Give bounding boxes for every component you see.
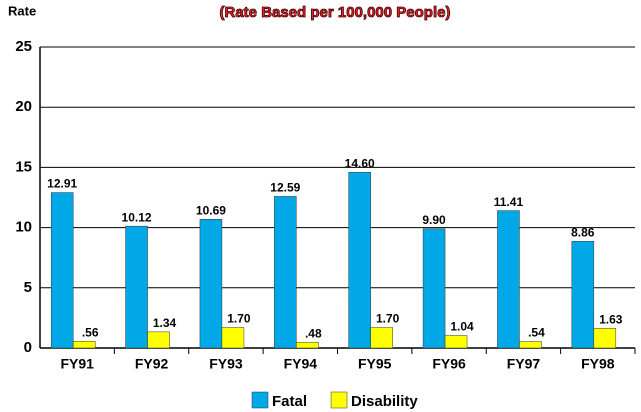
value-label: 1.70 bbox=[227, 312, 251, 326]
x-tick-label: FY97 bbox=[507, 356, 541, 372]
y-tick-label: 25 bbox=[15, 38, 32, 55]
value-label: 10.69 bbox=[196, 203, 226, 217]
bar bbox=[274, 196, 297, 349]
bar bbox=[50, 192, 74, 349]
legend-label: Fatal bbox=[272, 393, 307, 410]
value-label: .54 bbox=[528, 326, 545, 340]
y-tick-label: 10 bbox=[15, 219, 32, 236]
value-label: 1.63 bbox=[599, 313, 623, 327]
bar bbox=[296, 341, 319, 349]
x-tick-label: FY94 bbox=[284, 356, 318, 372]
value-label: 1.70 bbox=[376, 312, 400, 326]
x-tick-label: FY92 bbox=[135, 356, 169, 372]
y-tick-label: 15 bbox=[15, 158, 32, 175]
chart-subtitle: (Rate Based per 100,000 People) bbox=[220, 4, 451, 21]
x-tick-label: FY96 bbox=[432, 356, 466, 372]
value-label: 10.12 bbox=[122, 210, 152, 224]
legend-swatch bbox=[251, 391, 269, 409]
bar bbox=[199, 219, 223, 349]
value-label: 9.90 bbox=[422, 213, 446, 227]
y-tick-label: 5 bbox=[24, 279, 32, 296]
legend-label: Disability bbox=[351, 393, 418, 410]
value-label: 14.60 bbox=[345, 156, 375, 170]
y-tick-label: 20 bbox=[15, 98, 32, 115]
bar bbox=[221, 327, 245, 349]
value-label: 1.34 bbox=[153, 316, 177, 330]
x-tick-label: FY93 bbox=[209, 356, 243, 372]
value-label: .56 bbox=[82, 325, 99, 339]
bar bbox=[444, 335, 468, 349]
bar bbox=[348, 171, 371, 349]
bar bbox=[422, 228, 446, 349]
value-label: 11.41 bbox=[494, 195, 524, 209]
value-label: 12.59 bbox=[270, 181, 300, 195]
bar bbox=[593, 328, 617, 349]
bar bbox=[571, 241, 595, 349]
x-tick-label: FY91 bbox=[60, 356, 94, 372]
value-label: .48 bbox=[305, 326, 322, 340]
bar bbox=[125, 225, 148, 349]
y-tick-label: 0 bbox=[24, 339, 32, 356]
value-label: 8.86 bbox=[571, 225, 595, 239]
bar bbox=[519, 341, 542, 349]
x-tick-label: FY98 bbox=[581, 356, 615, 372]
bar bbox=[72, 341, 96, 349]
x-tick-label: FY95 bbox=[358, 356, 392, 372]
value-label: 1.04 bbox=[450, 320, 474, 334]
bar bbox=[497, 210, 520, 349]
bar bbox=[147, 331, 170, 349]
legend-swatch bbox=[330, 391, 348, 409]
value-label: 12.91 bbox=[47, 177, 77, 191]
bar bbox=[370, 327, 393, 349]
y-axis-label: Rate bbox=[8, 3, 36, 18]
